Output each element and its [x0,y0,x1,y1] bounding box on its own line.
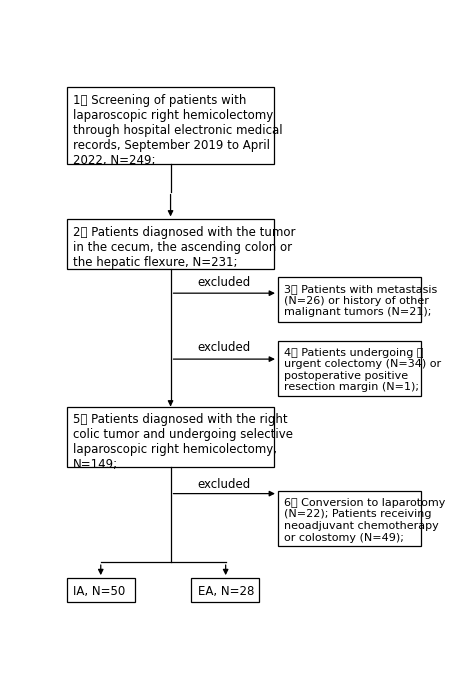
Text: excluded: excluded [197,276,250,289]
Bar [278,491,421,547]
Text: excluded: excluded [197,478,250,491]
Text: excluded: excluded [197,341,250,354]
Text: EA, N=28: EA, N=28 [198,585,255,598]
Bar [191,578,259,601]
Text: 4、 Patients undergoing 、
urgent colectomy (N=34) or
postoperative positive
resec: 4、 Patients undergoing 、 urgent colectom… [284,347,442,393]
Text: 5、 Patients diagnosed with the right
colic tumor and undergoing selective
laparo: 5、 Patients diagnosed with the right col… [73,414,293,471]
Text: 6、 Conversion to laparotomy
(N=22); Patients receiving
neoadjuvant chemotherapy
: 6、 Conversion to laparotomy (N=22); Pati… [284,498,446,543]
Bar [66,407,274,467]
Bar [66,578,135,601]
Text: 3、 Patients with metastasis
(N=26) or history of other
malignant tumors (N=21);: 3、 Patients with metastasis (N=26) or hi… [284,284,438,317]
Text: IA, N=50: IA, N=50 [73,585,126,598]
Bar [66,88,274,164]
Bar [278,277,421,322]
Text: 1、 Screening of patients with
laparoscopic right hemicolectomy
through hospital : 1、 Screening of patients with laparoscop… [73,95,283,167]
Bar [66,219,274,269]
Bar [278,340,421,396]
Text: 2、 Patients diagnosed with the tumor
in the cecum, the ascending colon or
the he: 2、 Patients diagnosed with the tumor in … [73,226,296,269]
